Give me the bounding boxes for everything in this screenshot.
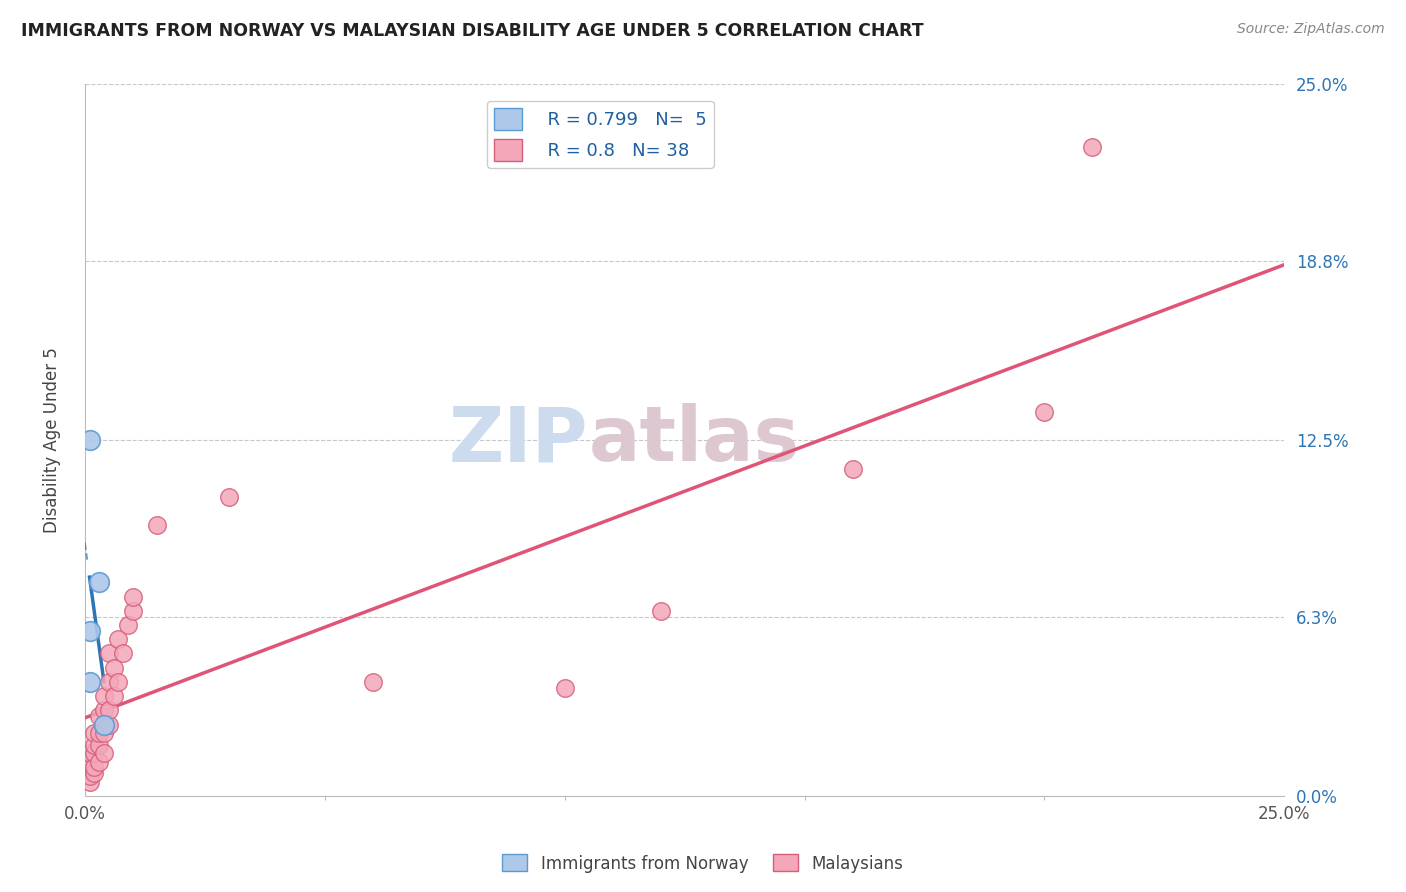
Point [107, 675, 129, 690]
Point [79, 760, 101, 774]
Text: atlas: atlas [589, 403, 800, 477]
Point [79, 624, 101, 638]
Point [93, 703, 115, 717]
Point [79, 769, 101, 783]
Point [83, 746, 105, 760]
Point [93, 689, 115, 703]
Point [79, 675, 101, 690]
Point [97, 647, 120, 661]
Point [89, 709, 111, 723]
Text: IMMIGRANTS FROM NORWAY VS MALAYSIAN DISABILITY AGE UNDER 5 CORRELATION CHART: IMMIGRANTS FROM NORWAY VS MALAYSIAN DISA… [21, 22, 924, 40]
Point [121, 590, 143, 604]
Text: ZIP: ZIP [449, 403, 589, 477]
Point [117, 618, 139, 632]
Point [89, 738, 111, 752]
Point [112, 647, 135, 661]
Point [93, 726, 115, 740]
Point [83, 738, 105, 752]
Point [103, 661, 125, 675]
Point [650, 604, 672, 618]
Point [1081, 140, 1104, 154]
Point [79, 774, 101, 789]
Point [83, 760, 105, 774]
Legend: Immigrants from Norway, Malaysians: Immigrants from Norway, Malaysians [496, 847, 910, 880]
Point [89, 755, 111, 769]
Point [93, 717, 115, 731]
Point [83, 766, 105, 780]
Point [97, 717, 120, 731]
Point [103, 689, 125, 703]
Point [145, 518, 167, 533]
Point [97, 703, 120, 717]
Point [841, 461, 863, 475]
Point [97, 675, 120, 690]
Legend:   R = 0.799   N=  5,   R = 0.8   N= 38: R = 0.799 N= 5, R = 0.8 N= 38 [488, 101, 714, 168]
Point [1033, 404, 1056, 418]
Point [89, 575, 111, 590]
Y-axis label: Disability Age Under 5: Disability Age Under 5 [44, 347, 60, 533]
Point [218, 490, 240, 504]
Point [79, 746, 101, 760]
Point [93, 746, 115, 760]
Point [83, 726, 105, 740]
Point [107, 632, 129, 647]
Text: Source: ZipAtlas.com: Source: ZipAtlas.com [1237, 22, 1385, 37]
Point [554, 681, 576, 695]
Point [79, 755, 101, 769]
Point [121, 604, 143, 618]
Point [89, 726, 111, 740]
Point [361, 675, 384, 690]
Point [79, 433, 101, 447]
